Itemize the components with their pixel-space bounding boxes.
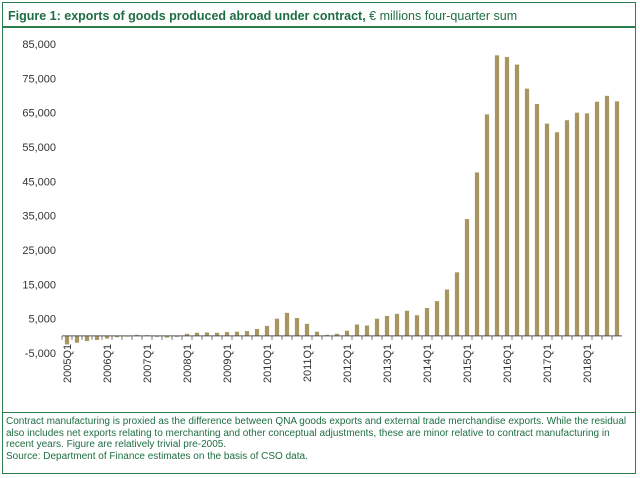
x-tick-label: 2010Q1 [262, 344, 274, 383]
bar [374, 318, 380, 336]
y-tick-label: 45,000 [22, 176, 56, 188]
bar [84, 335, 90, 341]
x-tick-label: 2018Q1 [582, 344, 594, 383]
bar [354, 324, 360, 336]
bar [74, 335, 80, 343]
bar [334, 333, 340, 336]
bar [564, 120, 570, 336]
y-tick-label: 55,000 [22, 142, 56, 154]
bar [614, 101, 620, 336]
bar [574, 112, 580, 336]
bar [324, 334, 330, 336]
bar [264, 325, 270, 336]
bar [154, 335, 160, 337]
bar [454, 272, 460, 336]
bar [424, 308, 430, 336]
bar [64, 335, 70, 345]
bar [284, 312, 290, 336]
x-tick-label: 2015Q1 [462, 344, 474, 383]
bar [404, 310, 410, 336]
chart-notes: Contract manufacturing is proxied as the… [6, 416, 634, 462]
x-tick-label: 2009Q1 [222, 344, 234, 383]
x-tick-label: 2008Q1 [182, 344, 194, 383]
bar [544, 123, 550, 336]
notes-divider [2, 412, 636, 413]
bar-chart: -5,000 5,000 15,000 25,000 35,000 45,000 55,00… [22, 39, 622, 383]
x-axis: 2005Q1 2006Q1 2007Q1 2008Q1 2009Q1 2010Q1 2011… [61, 335, 622, 383]
figure-title-main: Figure 1: exports of goods produced abro… [8, 9, 366, 23]
source-text: Source: Department of Finance estimates … [6, 450, 308, 462]
y-tick-label: 5,000 [28, 314, 56, 326]
bar [194, 332, 200, 336]
figure-title-unit: € millions four-quarter sum [365, 9, 518, 23]
bar [584, 113, 590, 336]
bar [594, 101, 600, 336]
bar [94, 335, 100, 340]
bar [524, 88, 530, 336]
title-bar: Figure 1: exports of goods produced abro… [2, 2, 636, 28]
bar [174, 335, 180, 337]
bar [344, 330, 350, 336]
y-tick-label: 65,000 [22, 108, 56, 120]
bar [314, 331, 320, 336]
figure-frame [2, 2, 636, 474]
y-tick-label: 35,000 [22, 211, 56, 223]
y-axis: -5,000 5,000 15,000 25,000 35,000 45,000 55,00… [22, 39, 56, 360]
bar [274, 318, 280, 336]
bar [474, 172, 480, 336]
bar [464, 219, 470, 336]
bar [234, 331, 240, 336]
bar [394, 313, 400, 336]
bar [304, 323, 310, 336]
bar [204, 332, 210, 336]
y-tick-label: 85,000 [22, 39, 56, 51]
bar [364, 325, 370, 336]
notes-text: Contract manufacturing is proxied as the… [6, 416, 627, 451]
y-tick-label: 25,000 [22, 245, 56, 257]
y-tick-label: 15,000 [22, 279, 56, 291]
bar [244, 331, 250, 336]
x-tick-label: 2017Q1 [542, 344, 554, 383]
bar [294, 317, 300, 336]
y-tick-label: 75,000 [22, 73, 56, 85]
figure-title: Figure 1: exports of goods produced abro… [8, 9, 517, 23]
x-tick-label: 2014Q1 [422, 344, 434, 383]
bar [224, 332, 230, 336]
bar [214, 332, 220, 336]
bar [604, 95, 610, 336]
bar [114, 335, 120, 338]
bar [444, 289, 450, 336]
x-tick-label: 2016Q1 [502, 344, 514, 383]
x-tick-label: 2012Q1 [342, 344, 354, 383]
y-tick-label: -5,000 [25, 348, 56, 360]
bar [164, 335, 170, 338]
bar [184, 333, 190, 336]
x-tick-label: 2013Q1 [382, 344, 394, 383]
bars [64, 55, 620, 345]
x-tick-label: 2007Q1 [142, 344, 154, 383]
x-tick-label: 2006Q1 [102, 344, 114, 383]
bar [414, 315, 420, 336]
bar [134, 334, 140, 336]
bar [494, 55, 500, 336]
x-tick-label: 2011Q1 [302, 344, 314, 382]
bar [504, 57, 510, 336]
bar [514, 64, 520, 336]
bar [554, 132, 560, 336]
bar [254, 328, 260, 336]
bar [484, 114, 490, 336]
bar [384, 315, 390, 336]
bar [104, 335, 110, 339]
x-tick-label: 2005Q1 [62, 344, 74, 383]
bar [534, 104, 540, 336]
bar [434, 301, 440, 336]
